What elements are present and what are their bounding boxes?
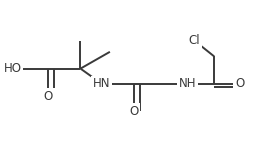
Text: HO: HO <box>4 62 22 75</box>
Text: Cl: Cl <box>188 34 200 47</box>
Text: HN: HN <box>93 77 111 90</box>
Text: O: O <box>129 105 139 118</box>
Text: O: O <box>235 77 244 90</box>
Text: O: O <box>44 90 53 103</box>
Text: NH: NH <box>179 77 196 90</box>
